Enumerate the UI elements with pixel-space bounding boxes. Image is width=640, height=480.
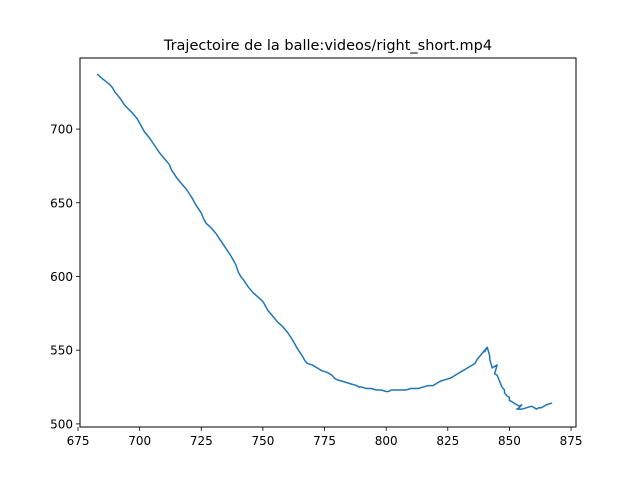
axes-frame [79,57,577,428]
x-tick-label: 700 [128,434,151,448]
y-tick-label: 650 [50,196,73,210]
x-tick-label: 725 [190,434,213,448]
chart-title: Trajectoire de la balle:videos/right_sho… [163,38,492,54]
x-tick-label: 750 [251,434,274,448]
y-tick-label: 600 [50,270,73,284]
y-tick-label: 500 [50,417,73,431]
x-tick-label: 825 [436,434,459,448]
y-tick-label: 550 [50,344,73,358]
x-tick-label: 675 [67,434,90,448]
x-tick-label: 800 [375,434,398,448]
y-tick-label: 700 [50,123,73,137]
trajectory-line [96,73,553,410]
y-axis-ticks: 500 550 600 650 700 [50,123,80,431]
x-tick-label: 875 [560,434,583,448]
x-axis-ticks: 675 700 725 750 775 800 825 850 875 [67,427,583,448]
x-tick-label: 775 [313,434,336,448]
plot-area [96,73,553,410]
x-tick-label: 850 [498,434,521,448]
